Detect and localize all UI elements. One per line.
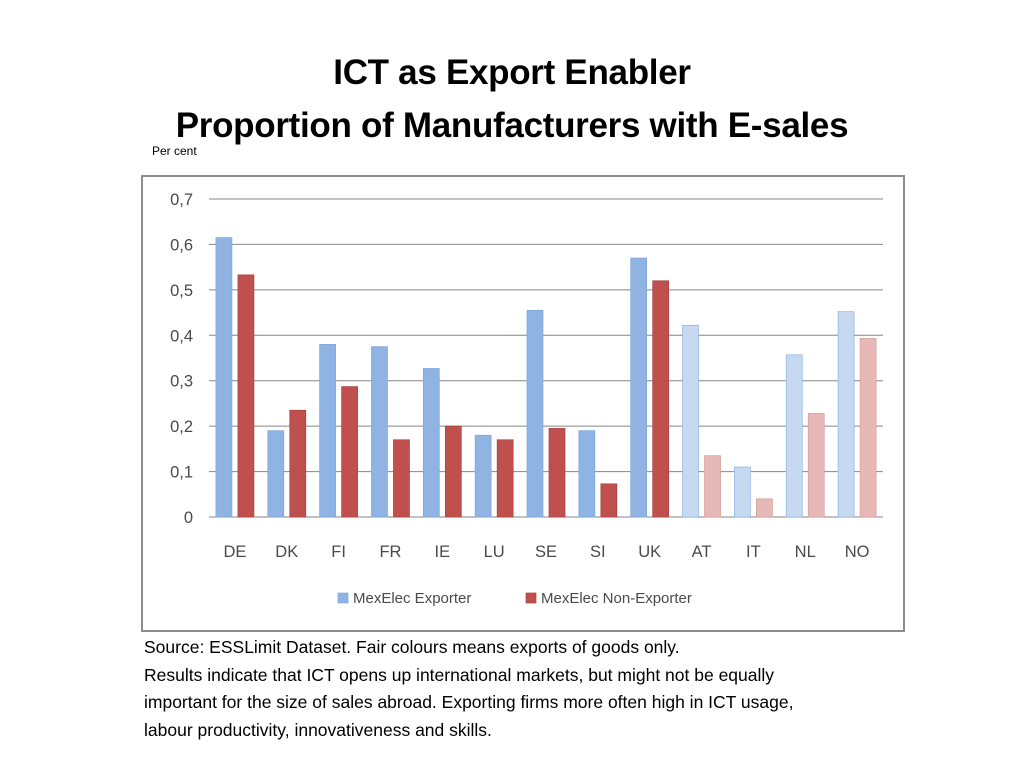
y-tick-label: 0,6 xyxy=(170,236,193,254)
y-tick-label: 0 xyxy=(184,509,193,527)
bar-non-exporter xyxy=(444,425,462,518)
x-tick-label: AT xyxy=(692,543,712,561)
x-tick-label: SE xyxy=(535,543,557,561)
x-tick-label: FI xyxy=(331,543,346,561)
bar-exporter xyxy=(474,434,492,518)
y-tick-label: 0,2 xyxy=(170,418,193,436)
bar-chart: 0 0,1 0,2 0,3 0,4 0,5 0,6 0,7 DE DK FI FR IE LU SE SI UK… xyxy=(170,191,883,607)
bar-exporter xyxy=(734,466,751,518)
source-line: labour productivity, innovativeness and … xyxy=(144,719,492,740)
y-tick-label: 0,7 xyxy=(170,191,193,209)
bar-non-exporter xyxy=(341,386,358,518)
x-tick-label: LU xyxy=(484,543,505,561)
slide-title-line-1: ICT as Export Enabler xyxy=(333,53,691,92)
bar-non-exporter xyxy=(289,409,307,518)
bar-exporter xyxy=(682,324,699,518)
x-tick-label: DK xyxy=(275,543,298,561)
y-tick-label: 0,4 xyxy=(170,327,193,345)
source-line: Source: ESSLimit Dataset. Fair colours m… xyxy=(144,637,680,657)
chart-frame: 0 0,1 0,2 0,3 0,4 0,5 0,6 0,7 DE DK FI FR IE LU SE SI UK… xyxy=(141,175,905,632)
y-tick-label: 0,3 xyxy=(170,373,193,391)
source-notes: Source: ESSLimit Dataset. Fair colours m… xyxy=(144,634,1004,744)
x-tick-label: UK xyxy=(638,543,661,561)
source-line: important for the size of sales abroad. … xyxy=(144,692,794,712)
y-tick-label: 0,5 xyxy=(170,282,193,300)
bar-exporter xyxy=(422,368,440,518)
x-tick-label: SI xyxy=(590,543,606,561)
legend-swatch xyxy=(337,592,349,604)
bar-non-exporter xyxy=(237,274,255,518)
bar-exporter xyxy=(371,346,388,518)
bar-exporter xyxy=(578,430,596,518)
bar-non-exporter xyxy=(756,498,773,518)
bar-non-exporter xyxy=(600,483,618,518)
bar-non-exporter xyxy=(704,455,721,518)
legend-swatch xyxy=(525,592,537,604)
bar-non-exporter xyxy=(859,338,877,518)
legend-label: MexElec Exporter xyxy=(353,590,471,607)
bar-exporter xyxy=(837,311,855,518)
bar-exporter xyxy=(267,430,285,518)
bar-exporter xyxy=(319,344,336,518)
bar-non-exporter xyxy=(807,413,825,518)
x-tick-label: DE xyxy=(223,543,246,561)
bar-exporter xyxy=(630,257,648,518)
slide-title-line-2: Proportion of Manufacturers with E-sales xyxy=(175,106,849,145)
unit-label: Per cent xyxy=(152,144,197,158)
bar-exporter xyxy=(215,237,233,518)
y-tick-label: 0,1 xyxy=(170,464,193,482)
legend-label: MexElec Non-Exporter xyxy=(541,590,692,607)
source-line: Results indicate that ICT opens up inter… xyxy=(144,664,775,685)
x-tick-label: IE xyxy=(435,543,451,561)
bar-non-exporter xyxy=(496,439,514,518)
bar-exporter xyxy=(785,354,803,518)
x-tick-label: IT xyxy=(746,543,761,561)
x-tick-label: NO xyxy=(845,543,870,561)
x-tick-label: FR xyxy=(379,543,401,561)
bar-non-exporter xyxy=(393,439,410,518)
x-tick-label: NL xyxy=(795,543,816,561)
bar-non-exporter xyxy=(652,280,670,518)
bar-non-exporter xyxy=(548,428,566,518)
bar-exporter xyxy=(526,309,544,518)
